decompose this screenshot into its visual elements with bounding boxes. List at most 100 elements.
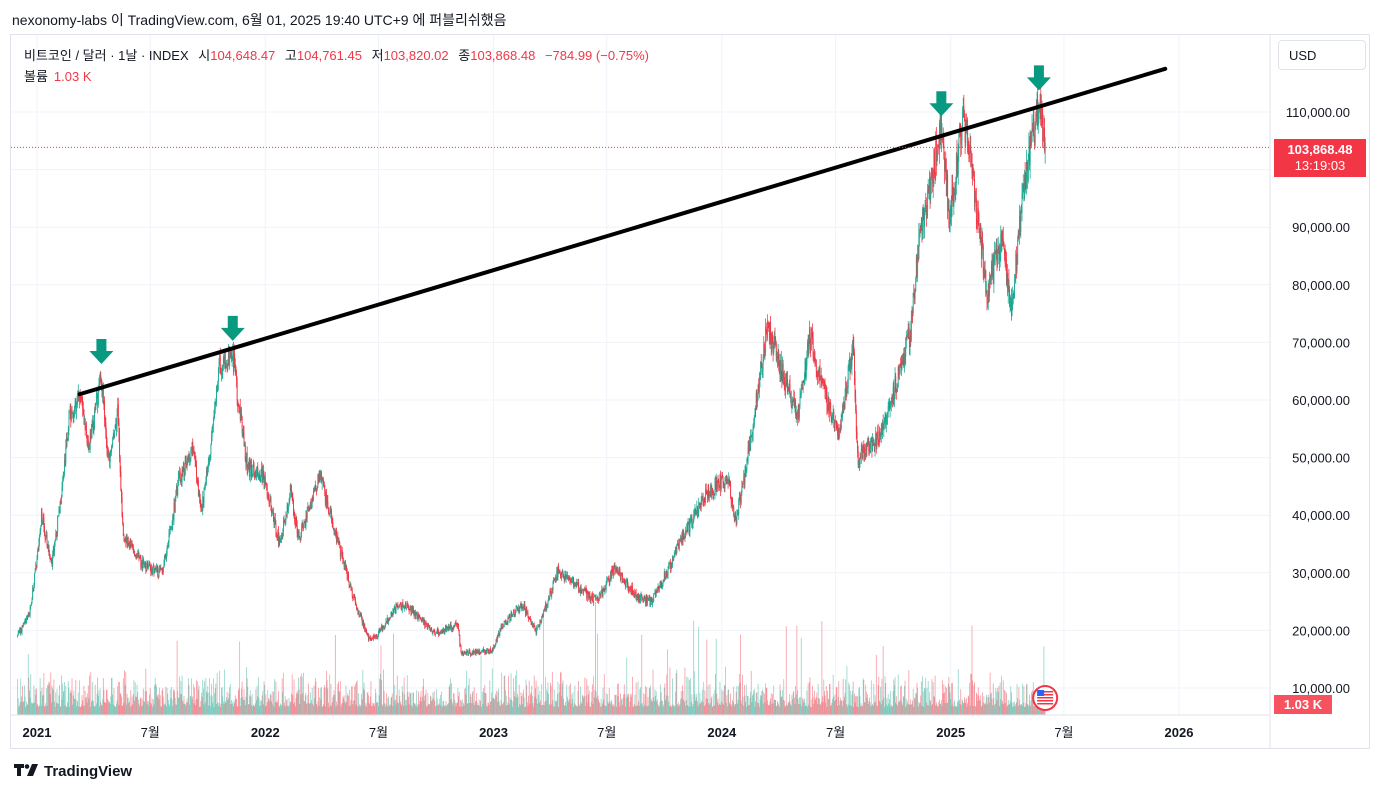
candle-body [743, 475, 745, 484]
candle-body [818, 371, 820, 377]
candle-body [69, 406, 71, 412]
candles [17, 84, 1046, 658]
candle-body [861, 448, 863, 450]
candle-body [56, 531, 58, 536]
candle-body [68, 412, 70, 431]
candle-body [457, 623, 459, 628]
candle-body [217, 372, 219, 383]
candle-body [463, 651, 465, 655]
candle-body [730, 482, 732, 498]
candle-body [992, 260, 994, 277]
candle-body [391, 612, 393, 616]
candle-body [769, 322, 771, 342]
candle-body [408, 605, 409, 608]
candle-body [148, 563, 150, 566]
candle-body [835, 421, 837, 426]
candle-body [934, 150, 935, 175]
candle-body [671, 565, 673, 567]
candle-body [550, 592, 552, 596]
candle-body [236, 379, 238, 401]
candle-body [419, 617, 421, 619]
candle-body [841, 414, 843, 417]
candle-body [75, 401, 77, 412]
candle-body [530, 621, 532, 623]
candle-body [194, 453, 196, 458]
candle-body [170, 528, 172, 530]
candle-body [790, 397, 792, 399]
candle-body [473, 650, 475, 654]
candle-body [323, 480, 324, 485]
candle-body [597, 597, 599, 600]
candle-body [394, 607, 396, 609]
candle-body [386, 621, 388, 622]
candle-body [61, 486, 63, 497]
x-tick-label: 7월 [826, 725, 845, 740]
candle-body [22, 626, 24, 627]
candle-body [751, 435, 753, 437]
candle-body [272, 512, 274, 514]
candle-body [672, 557, 673, 566]
candle-body [1040, 94, 1042, 126]
candle-body [599, 593, 601, 595]
candle-body [232, 348, 234, 358]
candle-body [493, 646, 495, 650]
candle-body [84, 419, 86, 422]
candle-body [161, 568, 163, 570]
candle-body [142, 558, 144, 563]
candle-body [376, 634, 378, 638]
candle-body [66, 437, 68, 441]
candle-body [736, 514, 738, 525]
candle-body [772, 341, 774, 353]
candle-body [454, 622, 456, 625]
candle-body [545, 603, 547, 610]
volume-bars [17, 602, 1046, 715]
candle-body [116, 424, 117, 429]
candle-body [357, 609, 359, 613]
candle-body [852, 341, 854, 347]
candle-body [381, 624, 383, 630]
candle-body [631, 585, 633, 593]
candle-body [229, 350, 231, 366]
candle-body [455, 622, 457, 624]
candle-body [917, 254, 919, 259]
candle-body [875, 433, 877, 447]
candle-body [560, 573, 561, 576]
candle-body [777, 356, 778, 359]
candle-body [682, 533, 683, 542]
candle-body [726, 475, 728, 482]
candle-body [907, 332, 909, 338]
candle-body [500, 630, 501, 632]
candle-body [352, 596, 354, 598]
candle-body [546, 606, 548, 610]
candle-body [159, 568, 161, 570]
candle-body [441, 629, 443, 632]
candle-body [431, 627, 433, 631]
candle-body [633, 591, 635, 596]
candle-body [1004, 255, 1006, 265]
candle-body [438, 634, 440, 636]
candle-body [336, 531, 338, 543]
candle-body [239, 406, 241, 413]
candle-body [791, 405, 793, 408]
candle-body [116, 414, 118, 425]
candle-body [511, 612, 513, 616]
candle-body [202, 496, 204, 511]
candle-body [319, 473, 321, 477]
candle-body [184, 474, 186, 476]
candle-body [87, 439, 89, 449]
candle-body [303, 527, 304, 530]
candle-body [163, 561, 165, 568]
candle-body [1035, 113, 1037, 126]
candle-body [606, 578, 608, 581]
arrow-down-icon [220, 315, 245, 341]
candle-body [787, 379, 788, 393]
candle-body [1027, 168, 1029, 181]
candle-body [1022, 183, 1024, 195]
candle-body [241, 416, 243, 433]
candle-body [901, 360, 903, 369]
candle-body [783, 377, 785, 387]
candle-body [1031, 128, 1033, 142]
candle-body [596, 597, 598, 600]
candle-body [423, 620, 425, 623]
